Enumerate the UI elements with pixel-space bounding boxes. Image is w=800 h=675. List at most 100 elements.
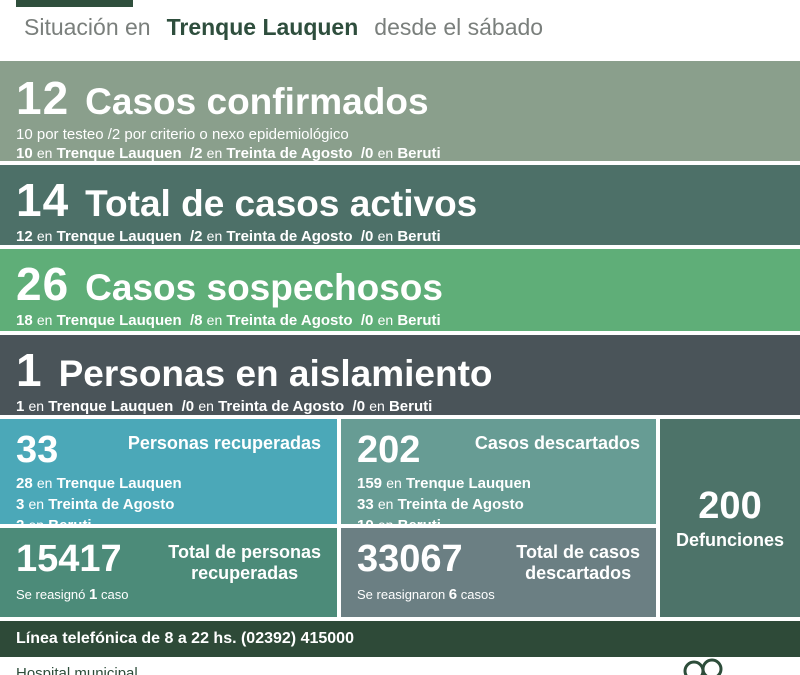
en-word: en — [377, 228, 394, 244]
sospechosos-places: 18 en Trenque Lauquen /8 en Treinta de A… — [16, 311, 800, 330]
en-word: en — [36, 228, 53, 244]
aislamiento-places: 1 en Trenque Lauquen /0 en Treinta de Ag… — [16, 397, 800, 416]
confirmados-breakdown: 10 por testeo /2 por criterio o nexo epi… — [16, 126, 349, 143]
header-suffix: desde el sábado — [374, 14, 544, 40]
count: 2 — [16, 517, 25, 534]
sospechosos-band: 26 Casos sospechosos 18 en Trenque Lauqu… — [0, 249, 800, 331]
en-word: en — [36, 475, 53, 491]
note-text: Se reasignaron — [357, 587, 446, 602]
defunciones-label: Defunciones — [675, 530, 785, 550]
confirmados-places: 10 en Trenque Lauquen /2 en Treinta de A… — [16, 144, 800, 163]
en-word: en — [28, 398, 45, 414]
sospechosos-title: Casos sospechosos — [85, 267, 443, 308]
logo-icon — [683, 658, 723, 675]
aislamiento-band: 1 Personas en aislamiento 1 en Trenque L… — [0, 335, 800, 415]
note-text: casos — [460, 587, 495, 602]
list-item: 28 en Trenque Lauquen — [16, 473, 321, 494]
count: /0 — [360, 312, 374, 329]
count: /0 — [360, 145, 374, 162]
en-word: en — [377, 312, 394, 328]
count: 33 — [357, 496, 374, 513]
count: /2 — [189, 228, 203, 245]
activos-band: 14 Total de casos activos 12 en Trenque … — [0, 165, 800, 245]
top-accent-bar — [16, 0, 133, 7]
en-word: en — [28, 496, 45, 512]
place-name: Trenque Lauquen — [56, 312, 182, 329]
place-name: Treinta de Agosto — [226, 145, 353, 162]
total-recuperadas-note: Se reasignó 1 caso — [16, 586, 321, 603]
count: 3 — [16, 496, 25, 513]
place-name: Treinta de Agosto — [48, 496, 175, 513]
descartados-card: 202 Casos descartados 159 en Trenque Lau… — [341, 419, 656, 534]
count: 12 — [16, 228, 33, 245]
header-prefix: Situación en — [24, 14, 151, 40]
list-item: 159 en Trenque Lauquen — [357, 473, 640, 494]
count: /0 — [360, 228, 374, 245]
activos-title: Total de casos activos — [85, 183, 478, 224]
place-name: Beruti — [397, 228, 441, 245]
recuperadas-card: 33 Personas recuperadas 28 en Trenque La… — [0, 419, 337, 534]
activos-number: 14 — [16, 174, 70, 226]
place-name: Treinta de Agosto — [226, 312, 353, 329]
list-item: 33 en Treinta de Agosto — [357, 494, 640, 515]
count: 28 — [16, 475, 33, 492]
count: /0 — [181, 398, 195, 415]
sospechosos-number: 26 — [16, 258, 70, 310]
aislamiento-number: 1 — [16, 344, 43, 396]
place-name: Treinta de Agosto — [397, 496, 524, 513]
recuperadas-number: 33 — [16, 429, 59, 471]
count: /8 — [189, 312, 203, 329]
descartados-number: 202 — [357, 429, 421, 471]
place-name: Trenque Lauquen — [56, 475, 182, 492]
en-word: en — [206, 145, 223, 161]
place-name: Trenque Lauquen — [48, 398, 174, 415]
aislamiento-title: Personas en aislamiento — [58, 353, 493, 394]
note-text: caso — [100, 587, 129, 602]
total-recuperadas-number: 15417 — [16, 538, 122, 580]
activos-places: 12 en Trenque Lauquen /2 en Treinta de A… — [16, 227, 800, 246]
defunciones-number: 200 — [698, 485, 762, 527]
en-word: en — [377, 145, 394, 161]
place-name: Beruti — [397, 145, 441, 162]
count: 159 — [357, 475, 383, 492]
en-word: en — [36, 145, 53, 161]
count: /0 — [352, 398, 366, 415]
total-descartados-title: Total de casos descartados — [516, 542, 640, 584]
count: 10 — [16, 145, 33, 162]
place-name: Trenque Lauquen — [56, 228, 182, 245]
header-place: Trenque Lauquen — [166, 14, 359, 40]
place-name: Beruti — [397, 312, 441, 329]
en-word: en — [369, 398, 385, 414]
note-count: 6 — [448, 586, 458, 603]
descartados-title: Casos descartados — [474, 433, 640, 453]
place-name: Trenque Lauquen — [405, 475, 531, 492]
total-descartados-number: 33067 — [357, 538, 463, 580]
count: 1 — [16, 398, 25, 415]
en-word: en — [198, 398, 214, 414]
confirmados-band: 12 Casos confirmados 10 por testeo /2 po… — [0, 61, 800, 163]
total-recuperadas-title: Total de personas recuperadas — [168, 542, 321, 584]
title-line: recuperadas — [191, 563, 299, 583]
count: /2 — [189, 145, 203, 162]
place-name: Beruti — [388, 398, 433, 415]
total-descartados-note: Se reasignaron 6 casos — [357, 586, 640, 603]
list-item: 3 en Treinta de Agosto — [16, 494, 321, 515]
note-text: Se reasignó — [16, 587, 86, 602]
defunciones-card: 200 Defunciones — [660, 419, 800, 617]
place-name: Treinta de Agosto — [226, 228, 353, 245]
en-word: en — [386, 475, 402, 491]
title-line: Total de personas — [168, 542, 321, 562]
confirmados-title: Casos confirmados — [85, 81, 429, 122]
place-name: Treinta de Agosto — [218, 398, 345, 415]
en-word: en — [206, 228, 223, 244]
total-descartados-card: 33067 Total de casos descartados Se reas… — [341, 528, 656, 617]
title-line: Total de casos — [516, 542, 640, 562]
en-word: en — [36, 312, 53, 328]
en-word: en — [377, 496, 394, 512]
count: 18 — [16, 312, 33, 329]
header: Situación en Trenque Lauquen desde el sá… — [0, 0, 800, 55]
note-count: 1 — [89, 586, 98, 603]
recuperadas-title: Personas recuperadas — [127, 433, 321, 453]
place-name: Trenque Lauquen — [56, 145, 182, 162]
title-line: descartados — [525, 563, 632, 583]
